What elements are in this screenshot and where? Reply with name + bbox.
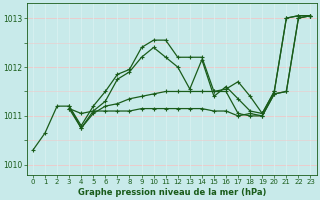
X-axis label: Graphe pression niveau de la mer (hPa): Graphe pression niveau de la mer (hPa) xyxy=(77,188,266,197)
